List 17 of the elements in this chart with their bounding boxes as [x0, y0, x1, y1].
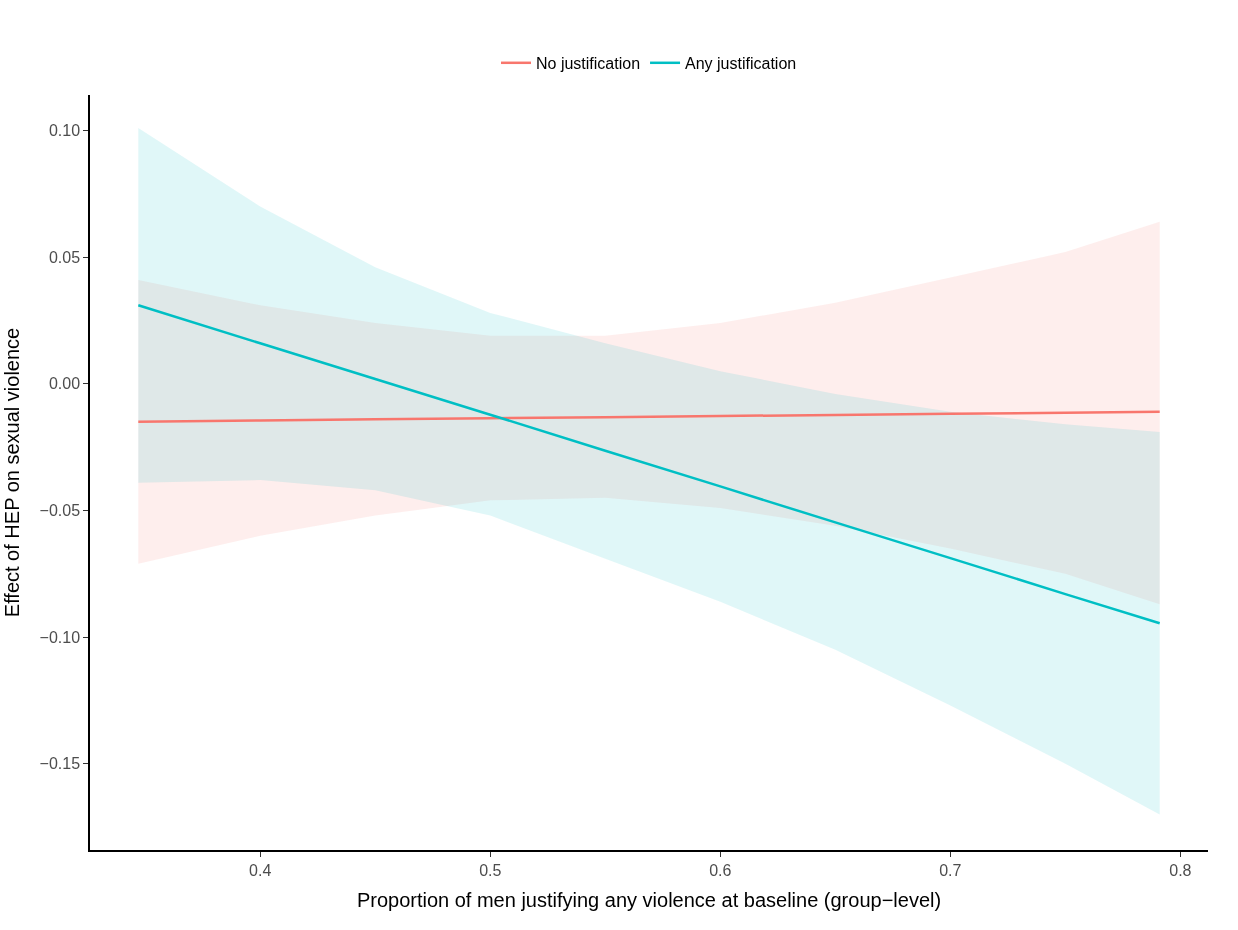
- x-tick-label: 0.5: [479, 861, 502, 879]
- line-series: [137, 410, 1161, 424]
- line-series: [137, 304, 1161, 625]
- x-axis-title: Proportion of men justifying any violence at baseline (group−level): [356, 888, 942, 911]
- y-tick-label: 0.05: [48, 248, 81, 266]
- y-tick-label: 0.00: [48, 375, 81, 393]
- x-tick-label: 0.7: [939, 861, 962, 879]
- y-tick-label: −0.15: [39, 755, 81, 773]
- y-tick-label: −0.10: [39, 628, 81, 646]
- legend-label: Any justification: [685, 55, 797, 73]
- x-tick-label: 0.6: [709, 861, 732, 879]
- y-axis-title: Effect of HEP on sexual violence: [0, 327, 23, 618]
- x-tick-label: 0.8: [1169, 861, 1192, 879]
- x-tick-label: 0.4: [249, 861, 272, 879]
- y-tick-label: −0.05: [39, 502, 81, 520]
- y-tick-label: 0.10: [48, 122, 81, 140]
- legend-label: No justification: [536, 55, 641, 73]
